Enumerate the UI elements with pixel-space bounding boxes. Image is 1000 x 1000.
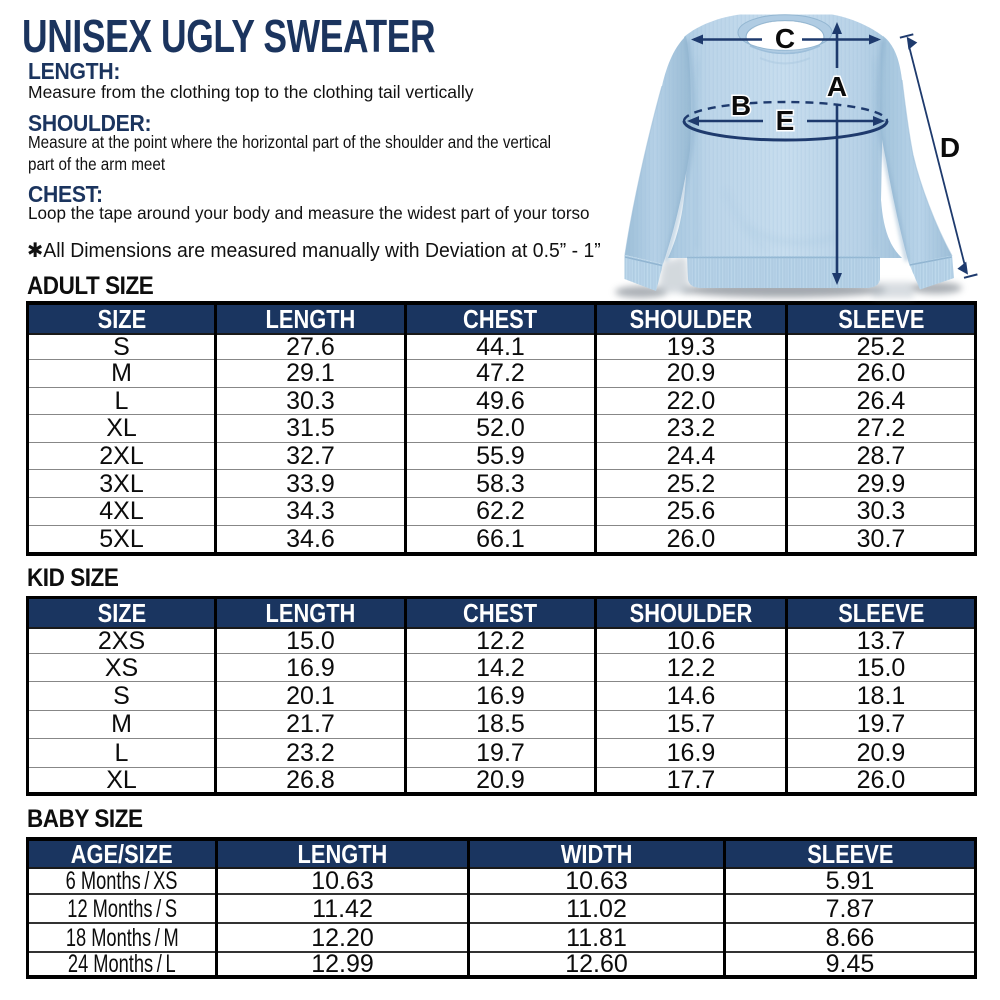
svg-text:E: E	[776, 105, 795, 136]
svg-text:D: D	[940, 132, 960, 163]
svg-text:C: C	[775, 23, 795, 54]
svg-text:B: B	[731, 90, 751, 121]
svg-text:A: A	[827, 71, 847, 102]
